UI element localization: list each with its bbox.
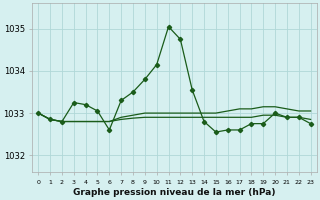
X-axis label: Graphe pression niveau de la mer (hPa): Graphe pression niveau de la mer (hPa) [73, 188, 276, 197]
